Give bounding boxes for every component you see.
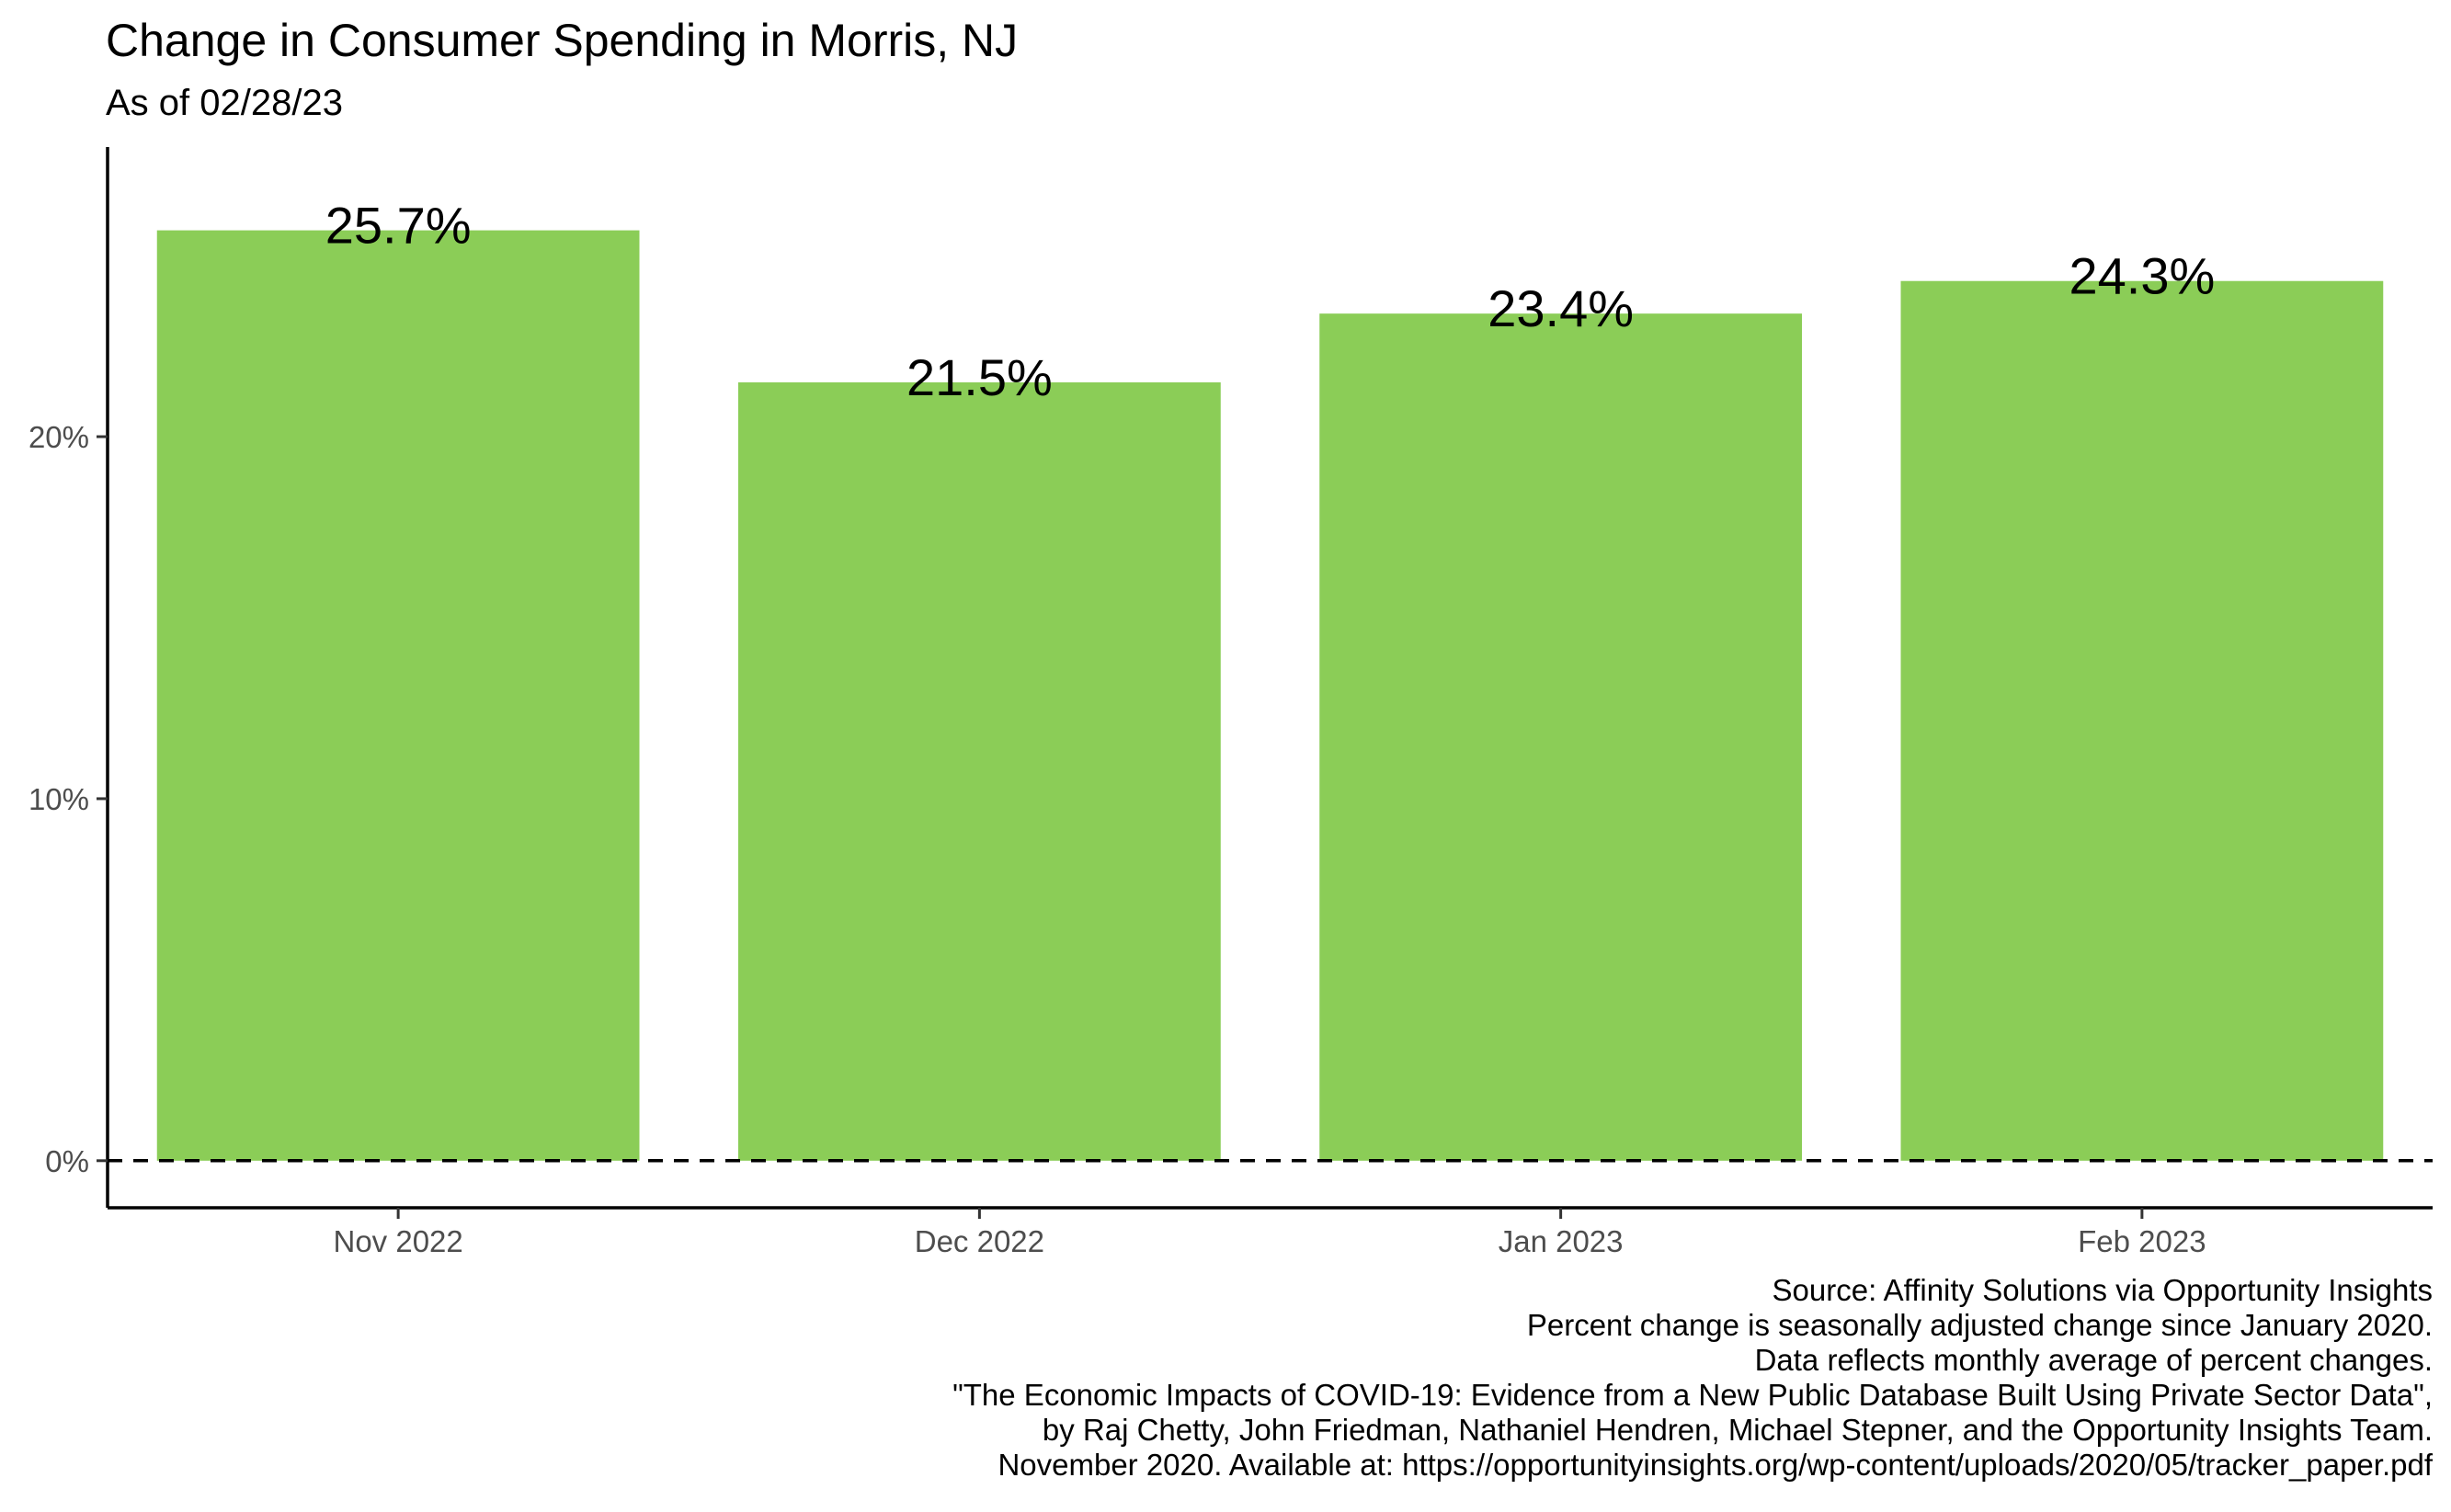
chart-caption: Source: Affinity Solutions via Opportuni… — [952, 1273, 2433, 1483]
bar — [1900, 280, 2384, 1161]
y-tick-label: 0% — [45, 1144, 89, 1178]
caption-line-authors: by Raj Chetty, John Friedman, Nathaniel … — [1042, 1413, 2433, 1447]
y-tick-label: 10% — [28, 782, 89, 816]
data-label: 23.4% — [1488, 279, 1634, 337]
caption-line-adjustment: Percent change is seasonally adjusted ch… — [1526, 1308, 2433, 1342]
data-label: 21.5% — [906, 348, 1053, 406]
caption-line-citation: November 2020. Available at: https://opp… — [998, 1448, 2433, 1482]
chart-subtitle: As of 02/28/23 — [106, 83, 343, 123]
bar — [1319, 313, 1803, 1161]
x-tick-label: Dec 2022 — [915, 1224, 1044, 1258]
caption-line-average: Data reflects monthly average of percent… — [1754, 1343, 2433, 1377]
bar — [156, 230, 640, 1161]
caption-line-paper-title: "The Economic Impacts of COVID-19: Evide… — [952, 1378, 2433, 1412]
x-tick-label: Nov 2022 — [333, 1224, 462, 1258]
data-label: 25.7% — [325, 197, 472, 255]
bar-chart: 0% 10% 20% Nov 2022 Dec 2022 Jan 2023 Feb 2023… — [28, 147, 2433, 1258]
x-tick-label: Jan 2023 — [1499, 1224, 1624, 1258]
caption-line-source: Source: Affinity Solutions via Opportuni… — [1772, 1273, 2433, 1307]
y-tick-label: 20% — [28, 420, 89, 454]
bar — [737, 382, 1221, 1161]
data-label: 24.3% — [2069, 247, 2215, 305]
chart-title: Change in Consumer Spending in Morris, N… — [106, 15, 1019, 66]
x-tick-label: Feb 2023 — [2078, 1224, 2206, 1258]
